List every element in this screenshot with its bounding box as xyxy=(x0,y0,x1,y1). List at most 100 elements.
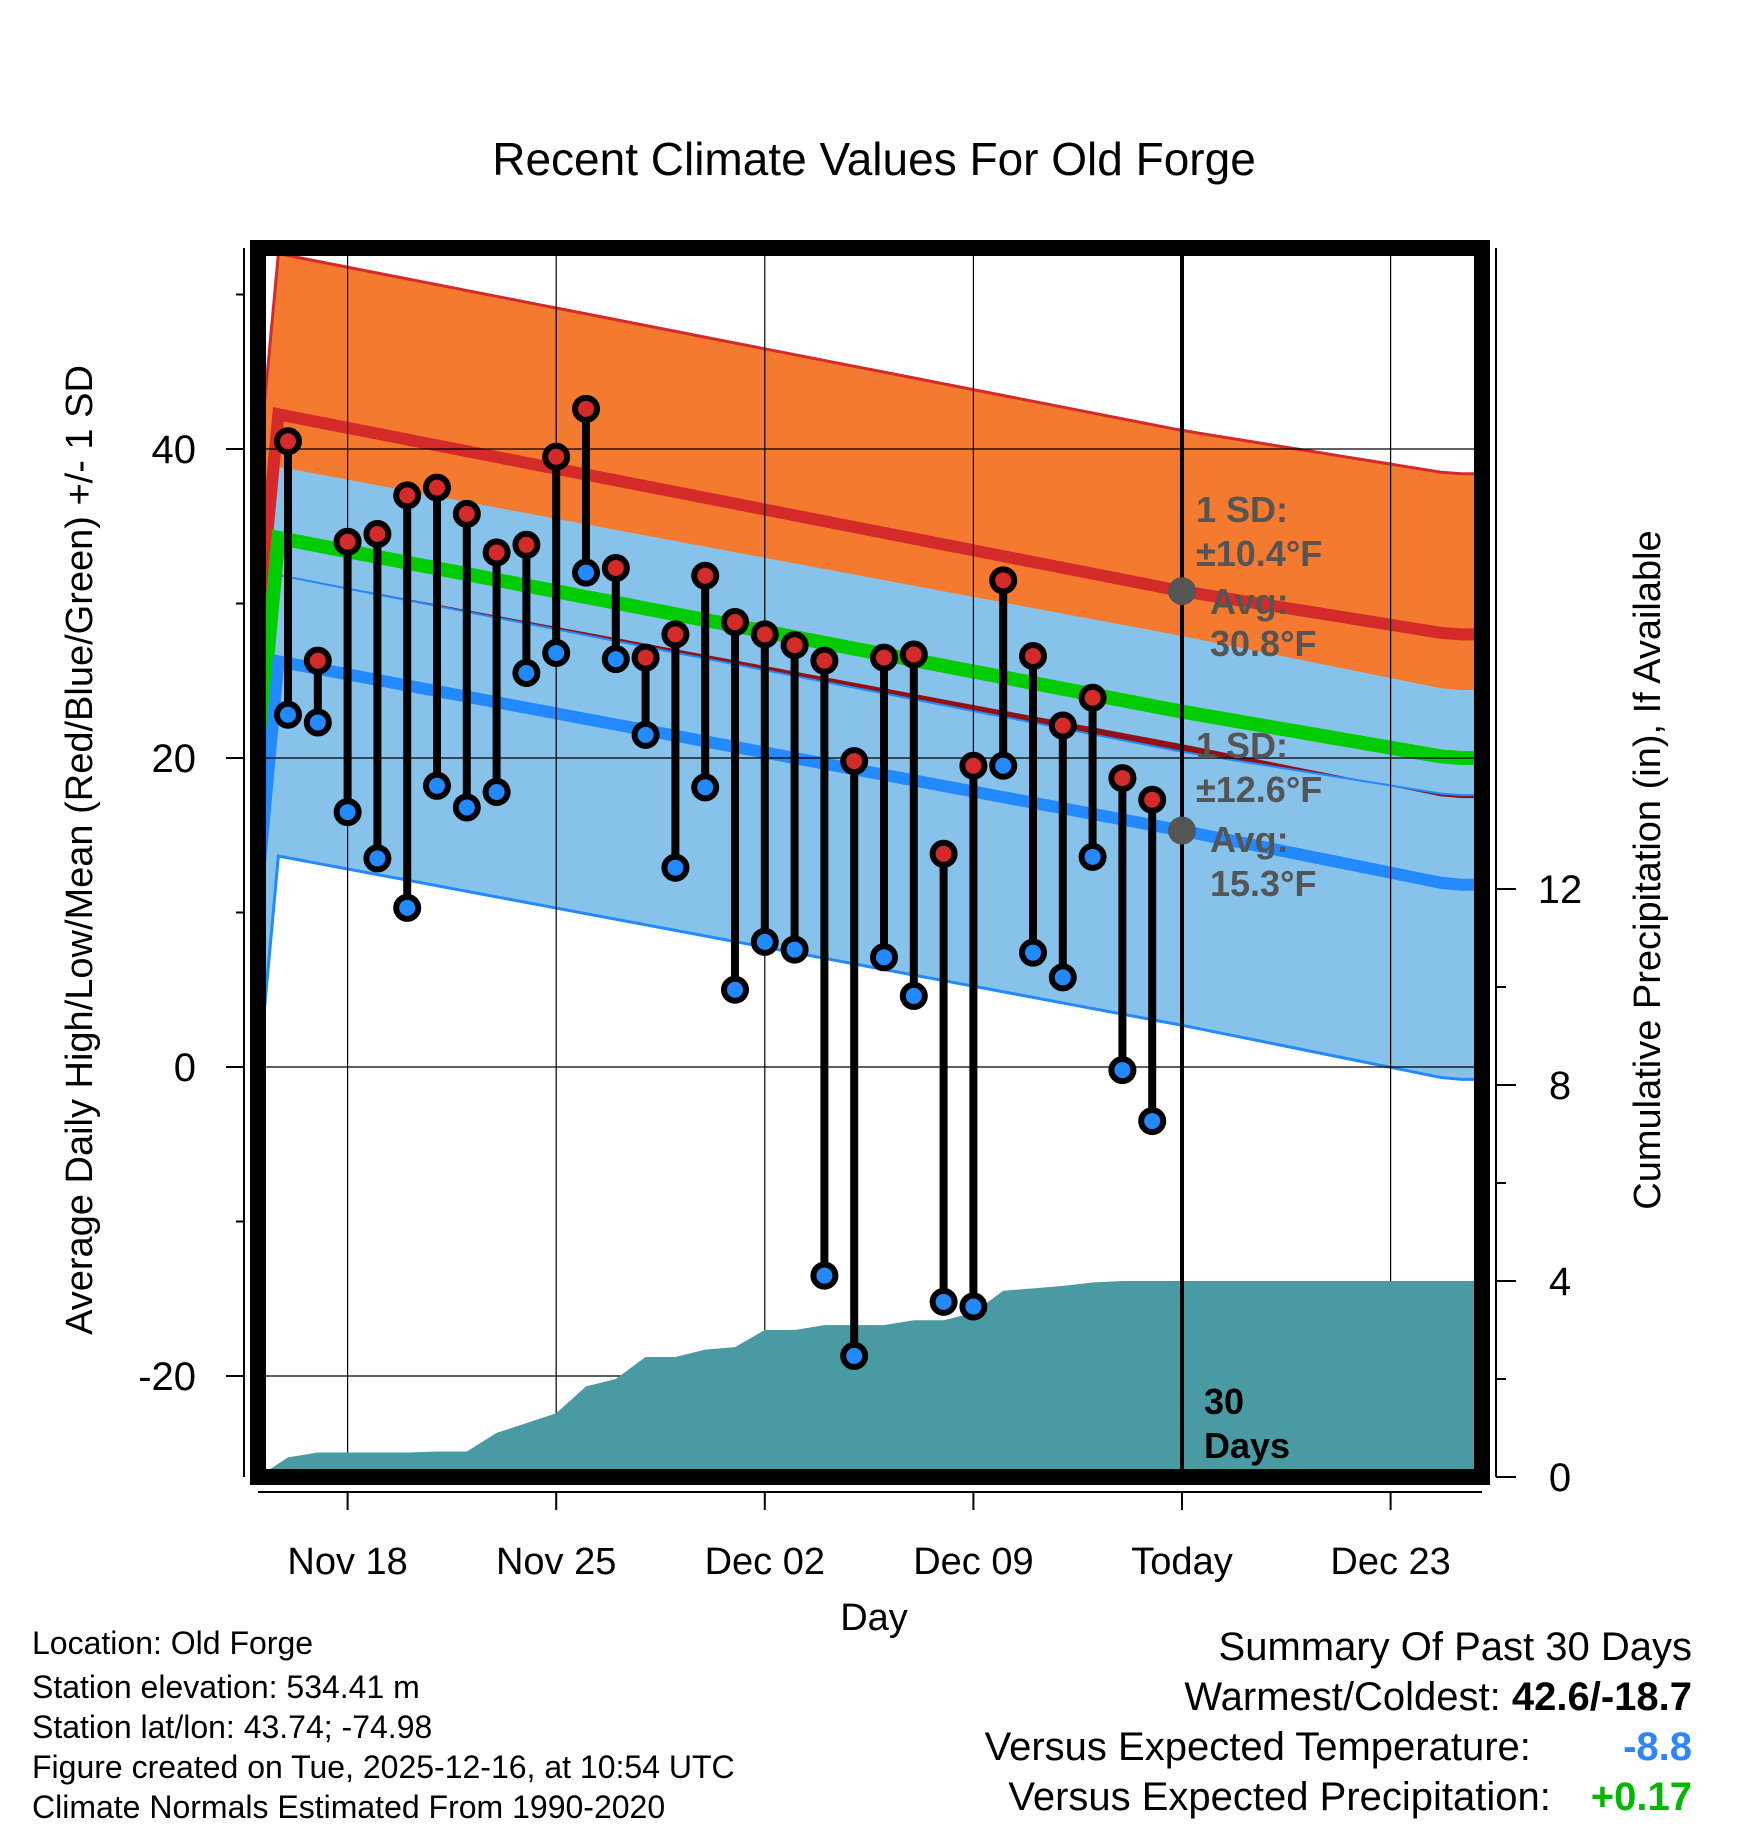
high-marker xyxy=(423,473,451,502)
low-marker xyxy=(750,927,779,956)
info-normals: Climate Normals Estimated From 1990-2020 xyxy=(32,1789,666,1825)
summary-title: Summary Of Past 30 Days xyxy=(1218,1625,1692,1669)
summary-warmest-value: 42.6/-18.7 xyxy=(1511,1675,1692,1719)
normal-low-line xyxy=(258,654,1482,891)
low-marker xyxy=(423,771,451,800)
x-axis-label: Day xyxy=(840,1597,908,1639)
high-marker xyxy=(363,519,392,548)
right-tick-label: 12 xyxy=(1538,868,1583,912)
high-marker xyxy=(1138,785,1167,814)
low-marker xyxy=(780,935,809,964)
high-marker xyxy=(899,640,928,669)
summary-temp-label: Versus Expected Temperature: xyxy=(984,1725,1531,1769)
high-marker xyxy=(274,427,302,456)
days-count-label: 30 xyxy=(1204,1381,1244,1422)
low-marker xyxy=(631,720,660,749)
low-marker xyxy=(452,793,481,822)
low-marker xyxy=(989,751,1018,780)
low-marker xyxy=(333,798,362,827)
high-marker xyxy=(482,538,511,567)
low-marker xyxy=(274,700,302,729)
low-marker xyxy=(542,638,571,667)
high-marker xyxy=(452,499,481,528)
low-marker xyxy=(899,981,928,1010)
low-avg-label: Avg: xyxy=(1210,819,1289,860)
low-marker xyxy=(929,1287,958,1316)
right-tick-label: 0 xyxy=(1549,1456,1571,1500)
info-latlon: Station lat/lon: 43.74; -74.98 xyxy=(32,1709,433,1745)
high-avg-value: 30.8°F xyxy=(1210,623,1316,664)
plot-frame xyxy=(250,240,1490,1485)
low-marker xyxy=(303,708,332,737)
summary-warmest-label: Warmest/Coldest: xyxy=(1184,1675,1501,1719)
bottom-tick-label: Today xyxy=(1131,1541,1232,1583)
bottom-tick-label: Dec 23 xyxy=(1330,1541,1450,1583)
high-marker xyxy=(750,620,779,649)
high-lower-sd-line xyxy=(258,573,1482,797)
right-tick-label: 8 xyxy=(1549,1064,1571,1108)
summary-precip-label: Versus Expected Precipitation: xyxy=(1008,1775,1551,1819)
high-marker xyxy=(1078,683,1107,712)
low-marker xyxy=(870,943,898,972)
low-marker xyxy=(393,893,422,922)
y2-axis-label: Cumulative Precipitation (in), If Availa… xyxy=(1627,530,1669,1209)
summary-precip-value: +0.17 xyxy=(1590,1775,1692,1819)
high-marker xyxy=(721,608,749,637)
high-marker xyxy=(333,527,362,556)
info-created: Figure created on Tue, 2025-12-16, at 10… xyxy=(32,1749,735,1785)
low-marker xyxy=(959,1292,988,1321)
high-marker xyxy=(1108,764,1137,793)
low-sd-label: 1 SD: xyxy=(1196,725,1288,766)
low-marker xyxy=(1138,1107,1167,1136)
chart-title: Recent Climate Values For Old Forge xyxy=(492,133,1256,185)
low-marker xyxy=(1078,842,1107,871)
low-marker xyxy=(810,1261,839,1290)
low-marker xyxy=(840,1341,869,1370)
normal-high-line xyxy=(258,407,1482,641)
today-high-avg-dot xyxy=(1168,577,1196,606)
bottom-tick-label: Dec 09 xyxy=(913,1541,1033,1583)
low-marker xyxy=(601,645,630,674)
high-marker xyxy=(661,620,690,649)
low-sd-value: ±12.6°F xyxy=(1196,769,1322,810)
low-marker xyxy=(661,853,690,882)
high-marker xyxy=(691,561,720,590)
summary-warmest-row: Warmest/Coldest: 42.6/-18.7 xyxy=(985,1672,1692,1722)
high-upper-sd-line xyxy=(258,251,1482,476)
high-marker xyxy=(870,643,898,672)
summary-panel: Summary Of Past 30 Days Warmest/Coldest:… xyxy=(985,1622,1692,1822)
high-marker xyxy=(542,442,571,471)
high-marker xyxy=(631,643,660,672)
days-unit-label: Days xyxy=(1204,1425,1290,1466)
high-marker xyxy=(512,530,541,559)
high-marker xyxy=(1019,642,1047,671)
high-marker xyxy=(1048,711,1077,740)
low-marker xyxy=(691,773,720,802)
info-location: Location: Old Forge xyxy=(32,1625,314,1661)
summary-temp-value: -8.8 xyxy=(1623,1725,1692,1769)
high-marker xyxy=(929,839,958,868)
low-marker xyxy=(721,975,749,1004)
low-marker xyxy=(482,777,511,806)
left-tick-label: 0 xyxy=(174,1046,196,1090)
y-axis-label: Average Daily High/Low/Mean (Red/Blue/Gr… xyxy=(59,365,101,1335)
high-marker xyxy=(959,751,988,780)
low-marker xyxy=(1048,963,1077,992)
normal-mean-line xyxy=(258,529,1482,765)
high-marker xyxy=(810,646,839,675)
low-marker xyxy=(512,659,541,688)
bottom-tick-label: Nov 25 xyxy=(496,1541,616,1583)
precip-area xyxy=(258,1281,1482,1477)
low-marker xyxy=(572,558,600,587)
low-lower-sd-line xyxy=(258,854,1482,1081)
low-marker xyxy=(363,844,392,873)
high-marker xyxy=(780,631,809,660)
high-marker xyxy=(601,553,630,582)
high-marker xyxy=(393,481,422,510)
left-tick-label: 20 xyxy=(152,737,197,781)
summary-temp-row: Versus Expected Temperature: -8.8 xyxy=(985,1722,1692,1772)
low-marker xyxy=(1108,1056,1137,1085)
high-marker xyxy=(572,394,600,423)
bottom-tick-label: Dec 02 xyxy=(705,1541,825,1583)
